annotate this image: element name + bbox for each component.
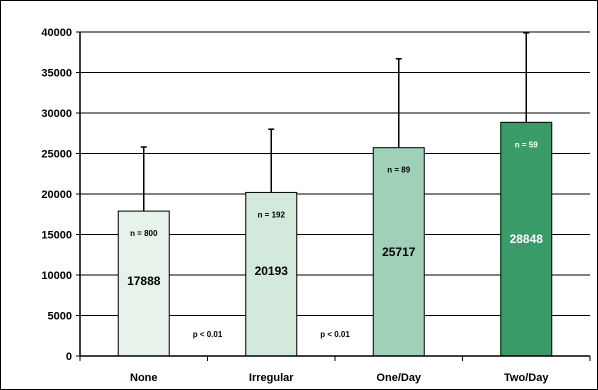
bar [117,210,170,357]
x-category-label: None [130,372,158,384]
axes: 0 5000 10000 15000 20000 25000 30000 35000 40000… [41,27,591,384]
y-tick-label: 35000 [41,68,72,80]
bar [372,147,425,357]
y-tick-label: 20000 [41,189,72,201]
value-label: 25717 [382,245,416,259]
n-label: n = 800 [130,229,158,238]
value-label: 17888 [127,274,161,288]
labels: n = 800 17888 n = 192 20193 n = 89 25717 n = 5… [127,140,543,339]
bar [245,191,298,357]
bars [117,32,553,357]
p-value-annotation: p < 0.01 [193,330,223,339]
value-label: 20193 [255,264,289,278]
x-category-label: Irregular [249,372,294,384]
x-category-label: One/Day [376,372,422,384]
n-label: n = 89 [387,166,410,175]
y-tick-label: 30000 [41,108,72,120]
n-label: n = 192 [258,210,286,219]
y-tick-label: 15000 [41,230,72,242]
p-value-annotation: p < 0.01 [320,330,350,339]
y-tick-label: 0 [66,351,72,363]
value-label: 28848 [510,232,544,246]
bar [500,121,553,357]
y-tick-label: 40000 [41,27,72,39]
y-tick-label: 5000 [48,311,72,323]
x-category-label: Two/Day [504,372,549,384]
y-tick-label: 25000 [41,149,72,161]
y-tick-label: 10000 [41,270,72,282]
n-label: n = 59 [515,140,538,149]
